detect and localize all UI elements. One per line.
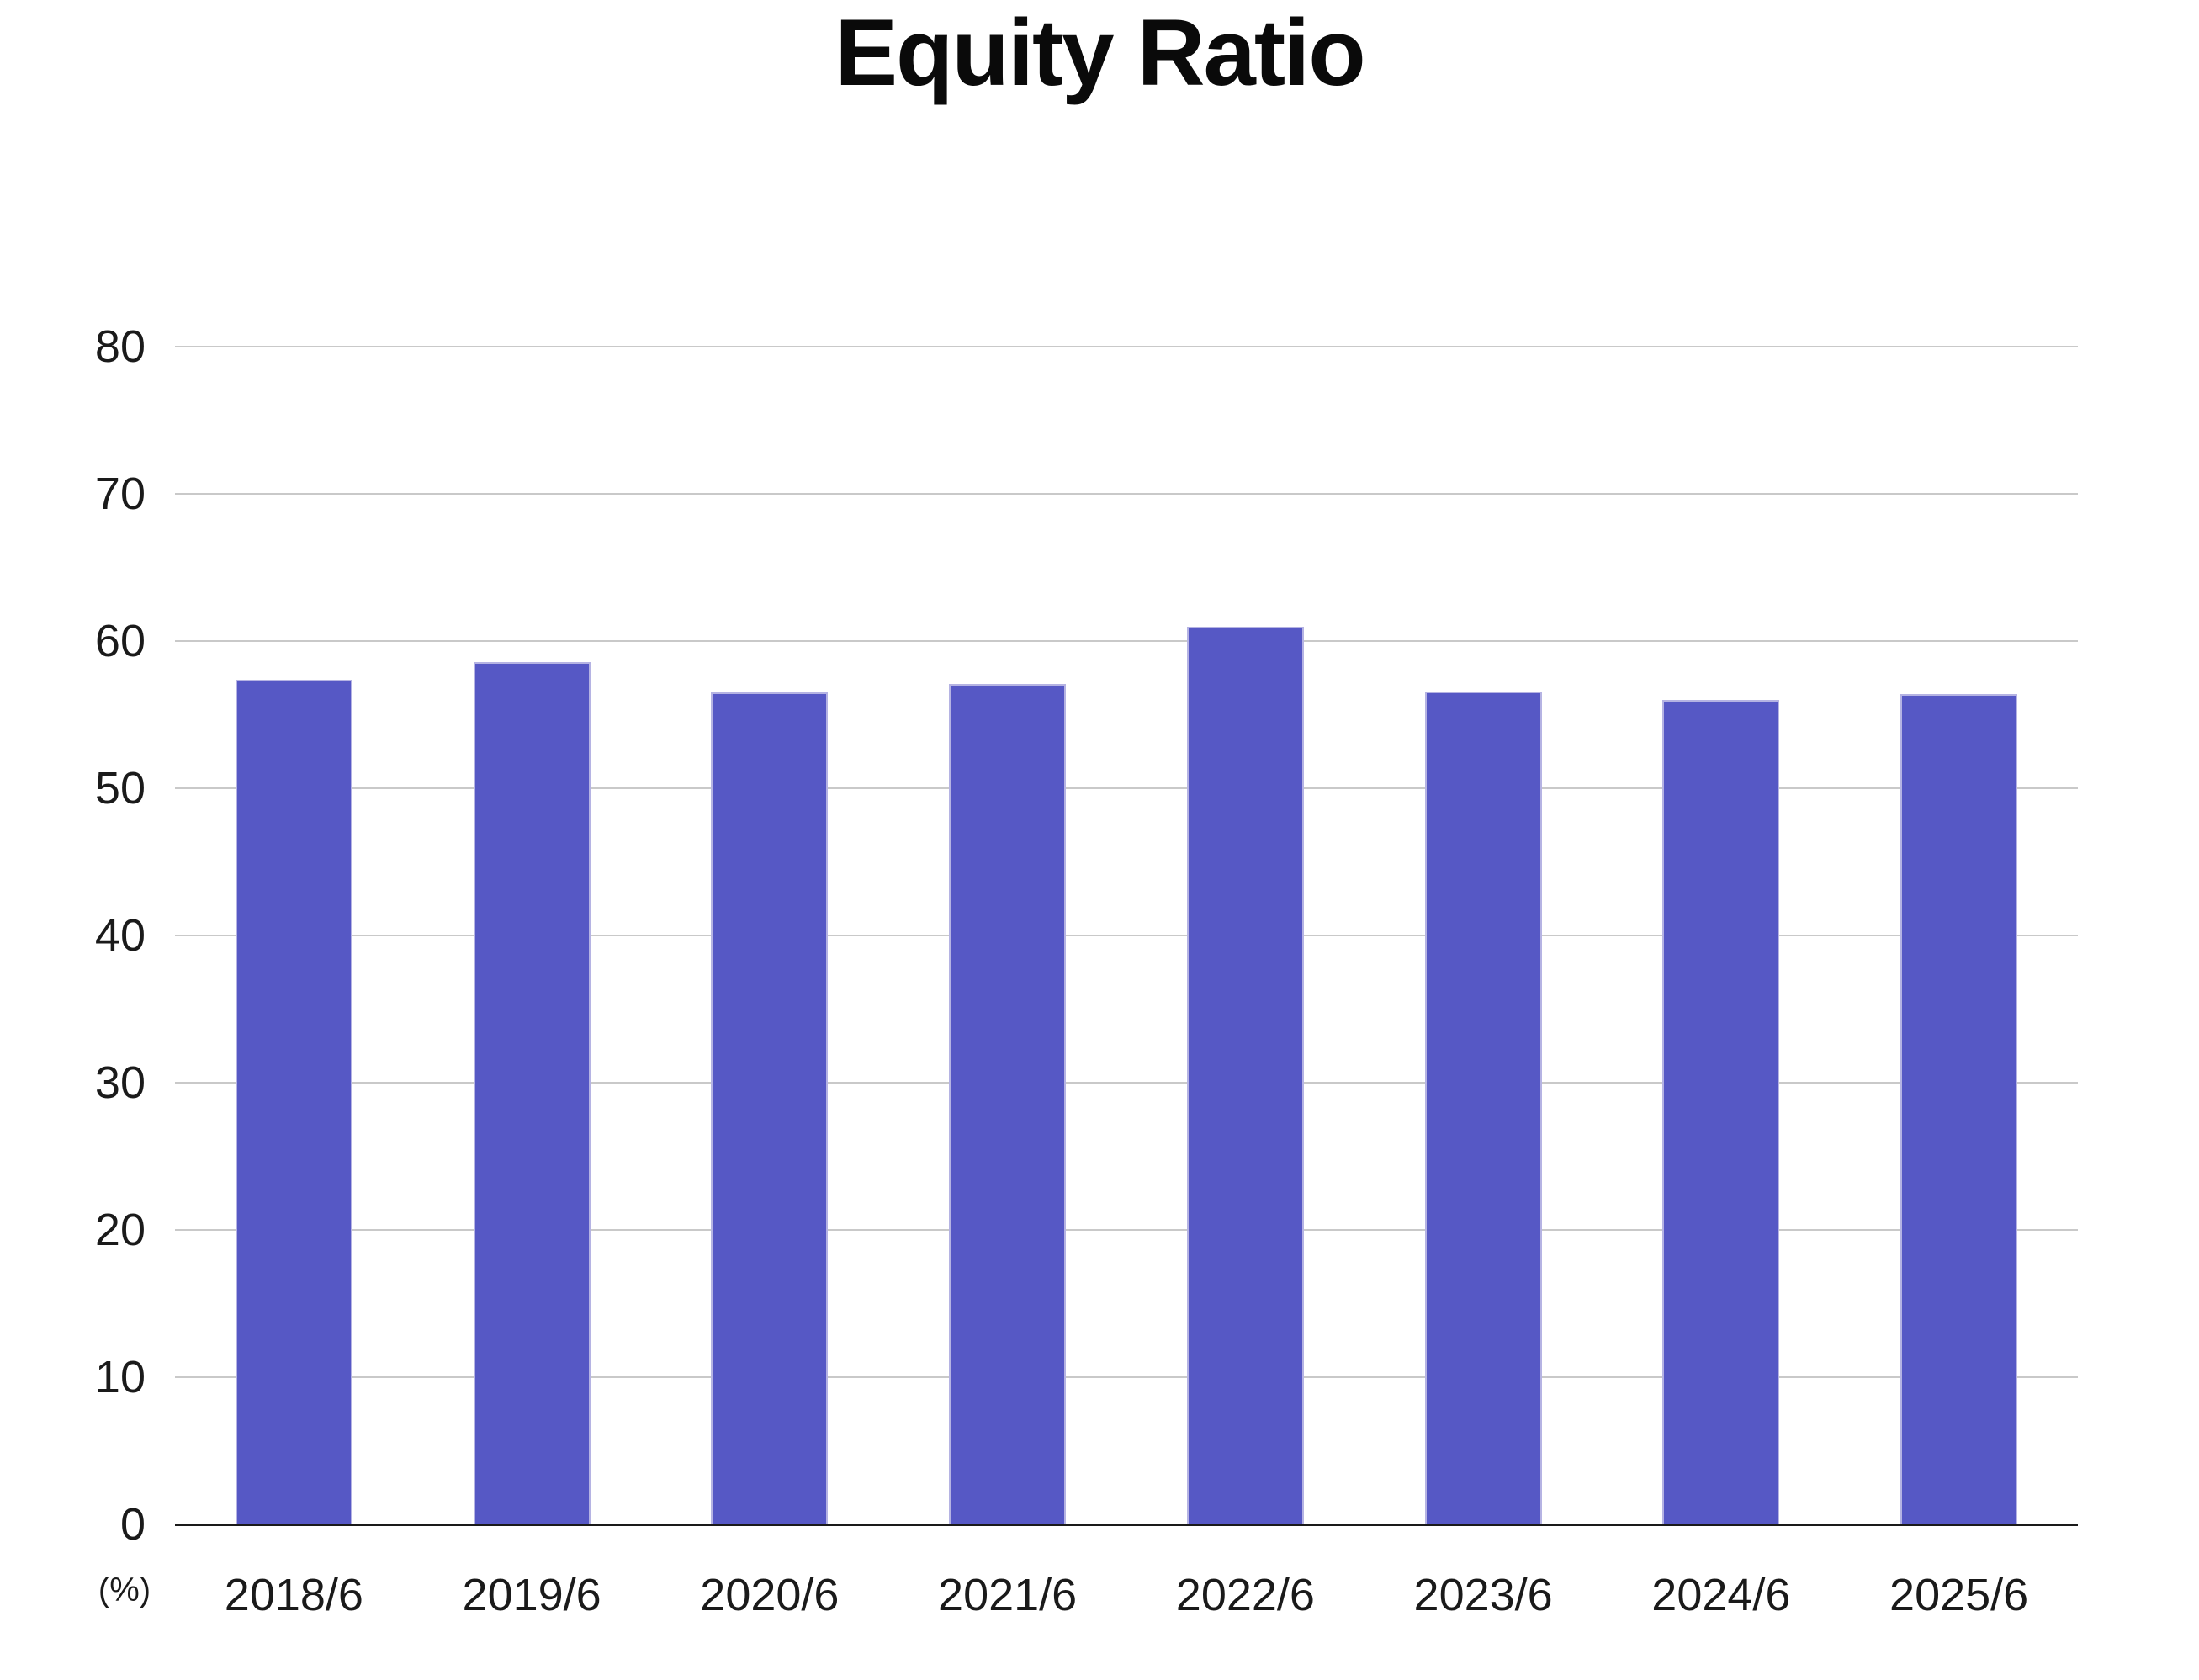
bar-2019-6 [473,661,591,1524]
x-axis-label-2021-6: 2021/6 [938,1570,1078,1620]
x-axis-label-2025-6: 2025/6 [1889,1570,2029,1620]
bar-2020-6 [711,692,829,1524]
y-axis-tick-label-0: 0 [119,1499,146,1550]
x-axis-label-2018-6: 2018/6 [224,1570,363,1620]
x-axis-label-2024-6: 2024/6 [1651,1570,1791,1620]
y-axis-tick-label-60: 60 [94,616,146,666]
gridline-30 [175,1082,2078,1084]
bar-2022-6 [1186,626,1304,1524]
x-axis-line [175,1523,2078,1526]
x-axis-label-2023-6: 2023/6 [1413,1570,1553,1620]
bar-2024-6 [1662,700,1780,1524]
gridline-50 [175,787,2078,789]
x-axis-label-2019-6: 2019/6 [462,1570,601,1620]
bar-2023-6 [1424,691,1542,1524]
bar-2025-6 [1900,694,2018,1524]
gridline-70 [175,493,2078,495]
y-axis-tick-label-80: 80 [94,321,146,372]
gridline-10 [175,1376,2078,1378]
bar-2021-6 [949,683,1067,1524]
y-axis-tick-label-30: 30 [94,1057,146,1108]
y-axis-tick-label-40: 40 [94,910,146,961]
bar-2018-6 [235,679,352,1524]
y-axis-tick-label-70: 70 [94,469,146,519]
gridline-60 [175,640,2078,642]
y-axis-tick-label-20: 20 [94,1205,146,1255]
y-axis-tick-label-10: 10 [94,1352,146,1402]
x-axis-label-2020-6: 2020/6 [700,1570,840,1620]
gridline-40 [175,935,2078,936]
x-axis-label-2022-6: 2022/6 [1175,1570,1315,1620]
y-axis-unit-label: (%) [98,1571,151,1608]
gridline-80 [175,346,2078,347]
chart-title: Equity Ratio [835,0,1365,105]
gridline-20 [175,1229,2078,1231]
y-axis-tick-label-50: 50 [94,763,146,814]
